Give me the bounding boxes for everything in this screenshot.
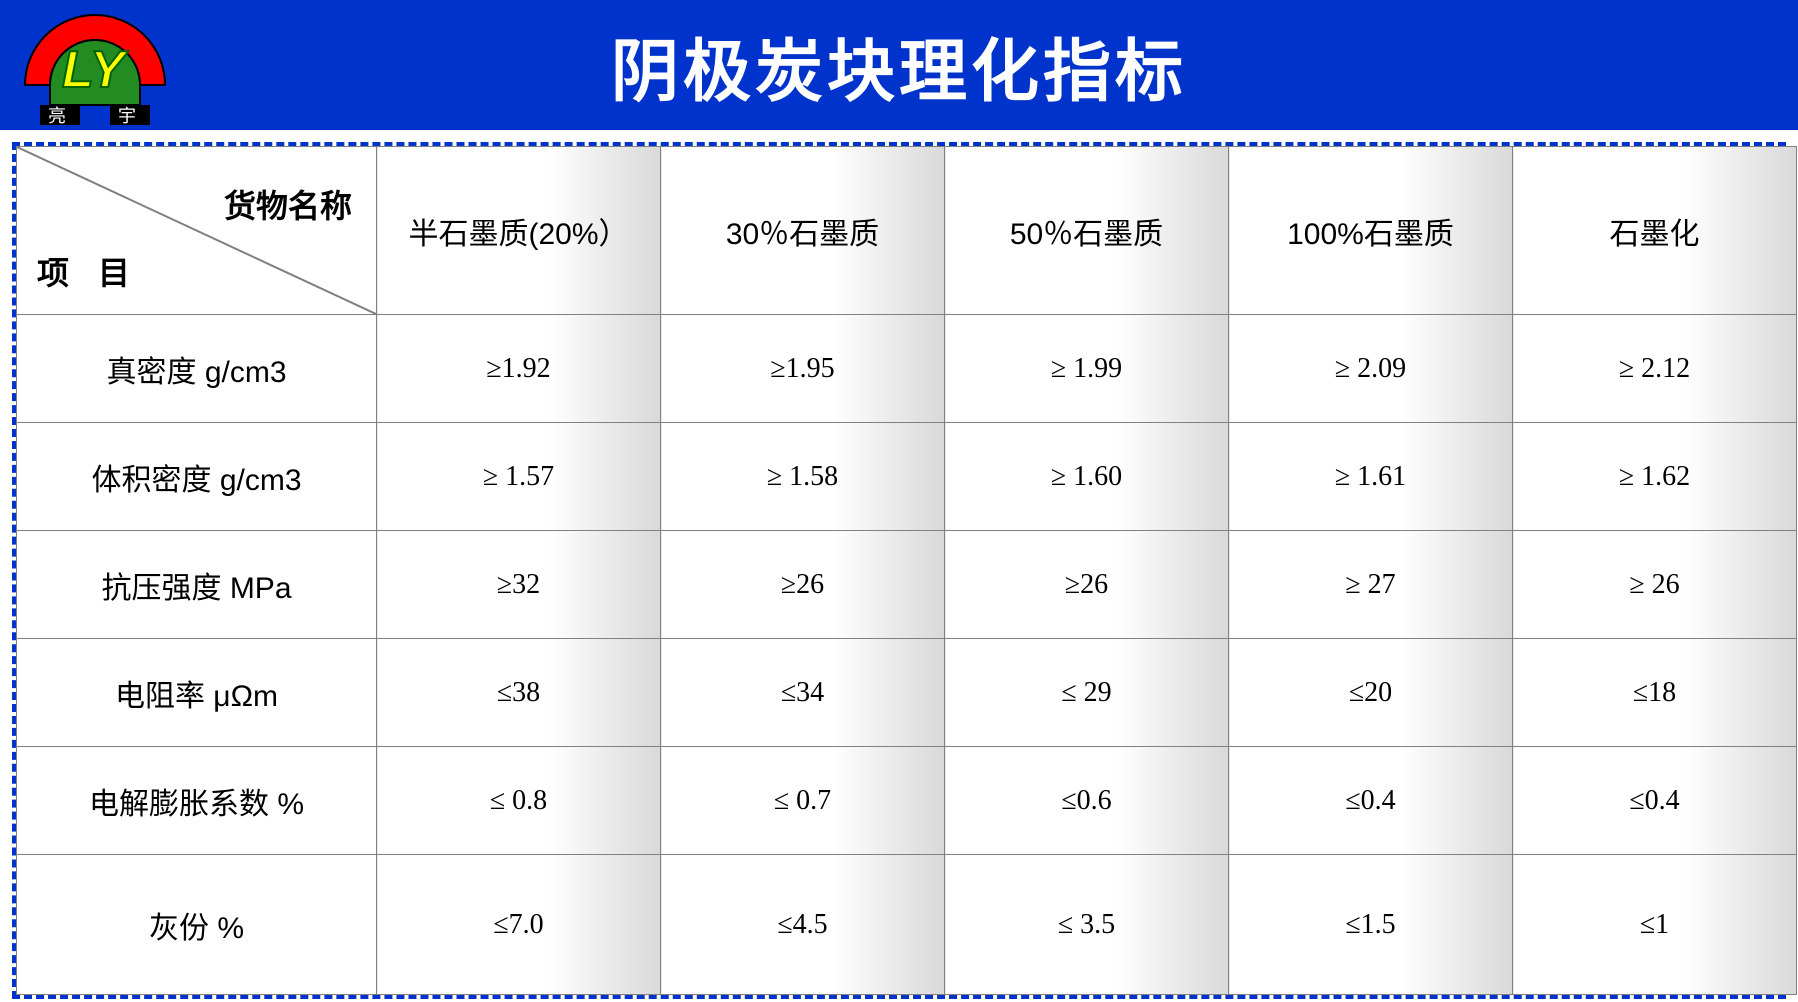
value-cell: ≤ 3.5 [945, 855, 1229, 995]
logo: LY 亮 宇 [10, 5, 180, 125]
value-cell: ≥32 [377, 531, 661, 639]
value-cell: ≤4.5 [661, 855, 945, 995]
value-cell: ≥ 1.62 [1513, 423, 1797, 531]
value-cell: ≤ 29 [945, 639, 1229, 747]
value-cell: ≥ 1.99 [945, 315, 1229, 423]
value-cell: ≥1.95 [661, 315, 945, 423]
value-cell: ≥26 [945, 531, 1229, 639]
value-cell: ≤1 [1513, 855, 1797, 995]
value-cell: ≥ 27 [1229, 531, 1513, 639]
table-row: 电阻率 μΩm≤38≤34≤ 29≤20≤18 [17, 639, 1797, 747]
row-label: 灰份 % [17, 855, 377, 995]
row-label: 电阻率 μΩm [17, 639, 377, 747]
value-cell: ≤7.0 [377, 855, 661, 995]
value-cell: ≤1.5 [1229, 855, 1513, 995]
value-cell: ≤18 [1513, 639, 1797, 747]
value-cell: ≤34 [661, 639, 945, 747]
row-label: 抗压强度 MPa [17, 531, 377, 639]
value-cell: ≤38 [377, 639, 661, 747]
page-title: 阴极炭块理化指标 [611, 16, 1187, 115]
logo-letters: LY [62, 41, 129, 99]
svg-text:亮: 亮 [48, 106, 66, 125]
col-header: 50％石墨质 [945, 147, 1229, 315]
row-label: 真密度 g/cm3 [17, 315, 377, 423]
corner-bottom-label: 项 目 [37, 248, 140, 294]
col-header: 石墨化 [1513, 147, 1797, 315]
value-cell: ≤ 0.7 [661, 747, 945, 855]
value-cell: ≤0.4 [1229, 747, 1513, 855]
col-header: 100%石墨质 [1229, 147, 1513, 315]
corner-top-label: 货物名称 [224, 181, 352, 227]
corner-cell: 货物名称 项 目 [17, 147, 377, 315]
value-cell: ≥ 2.12 [1513, 315, 1797, 423]
value-cell: ≥ 1.60 [945, 423, 1229, 531]
value-cell: ≤ 0.8 [377, 747, 661, 855]
table-row: 体积密度 g/cm3≥ 1.57≥ 1.58≥ 1.60≥ 1.61≥ 1.62 [17, 423, 1797, 531]
value-cell: ≥ 2.09 [1229, 315, 1513, 423]
spec-table: 货物名称 项 目 半石墨质(20%） 30％石墨质 50％石墨质 100%石墨质… [16, 146, 1797, 995]
value-cell: ≤20 [1229, 639, 1513, 747]
row-label: 电解膨胀系数 % [17, 747, 377, 855]
value-cell: ≥ 26 [1513, 531, 1797, 639]
value-cell: ≥ 1.61 [1229, 423, 1513, 531]
header-row: 货物名称 项 目 半石墨质(20%） 30％石墨质 50％石墨质 100%石墨质… [17, 147, 1797, 315]
spec-table-container: 货物名称 项 目 半石墨质(20%） 30％石墨质 50％石墨质 100%石墨质… [12, 142, 1786, 999]
value-cell: ≥ 1.58 [661, 423, 945, 531]
svg-text:宇: 宇 [118, 106, 136, 125]
col-header: 半石墨质(20%） [377, 147, 661, 315]
row-label: 体积密度 g/cm3 [17, 423, 377, 531]
value-cell: ≥ 1.57 [377, 423, 661, 531]
value-cell: ≤0.6 [945, 747, 1229, 855]
col-header: 30％石墨质 [661, 147, 945, 315]
value-cell: ≥26 [661, 531, 945, 639]
table-row: 灰份 %≤7.0≤4.5≤ 3.5≤1.5≤1 [17, 855, 1797, 995]
table-row: 电解膨胀系数 %≤ 0.8≤ 0.7≤0.6≤0.4≤0.4 [17, 747, 1797, 855]
table-row: 真密度 g/cm3≥1.92≥1.95≥ 1.99≥ 2.09≥ 2.12 [17, 315, 1797, 423]
value-cell: ≥1.92 [377, 315, 661, 423]
table-row: 抗压强度 MPa≥32≥26≥26≥ 27≥ 26 [17, 531, 1797, 639]
title-bar: LY 亮 宇 阴极炭块理化指标 [0, 0, 1798, 130]
value-cell: ≤0.4 [1513, 747, 1797, 855]
